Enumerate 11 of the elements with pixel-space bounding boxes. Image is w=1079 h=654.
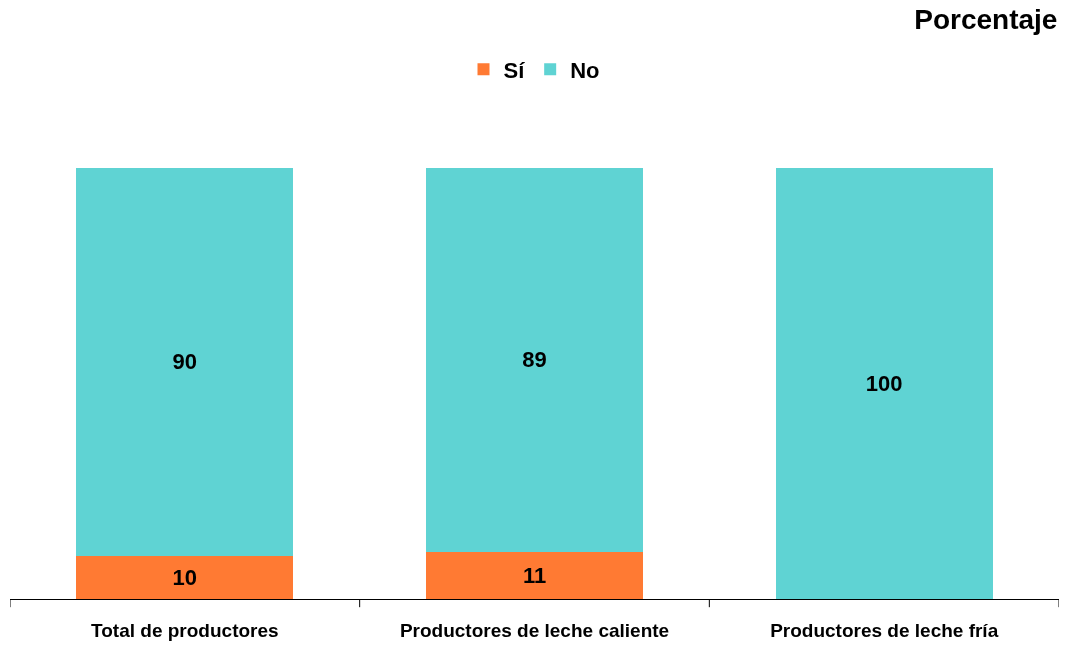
data-label: 90: [172, 349, 198, 375]
data-label: 11: [522, 562, 547, 588]
data-label: 100: [865, 370, 903, 396]
legend-label: No: [570, 57, 600, 83]
legend-label: Sí: [503, 57, 526, 83]
data-label: 89: [522, 347, 547, 373]
x-tick-label: Productores de leche caliente: [399, 619, 670, 641]
x-tick-label: Productores de leche fría: [770, 619, 999, 641]
x-tick-label: Total de productores: [91, 619, 279, 641]
data-label: 10: [172, 564, 198, 590]
chart-title: Porcentaje: [914, 4, 1058, 36]
